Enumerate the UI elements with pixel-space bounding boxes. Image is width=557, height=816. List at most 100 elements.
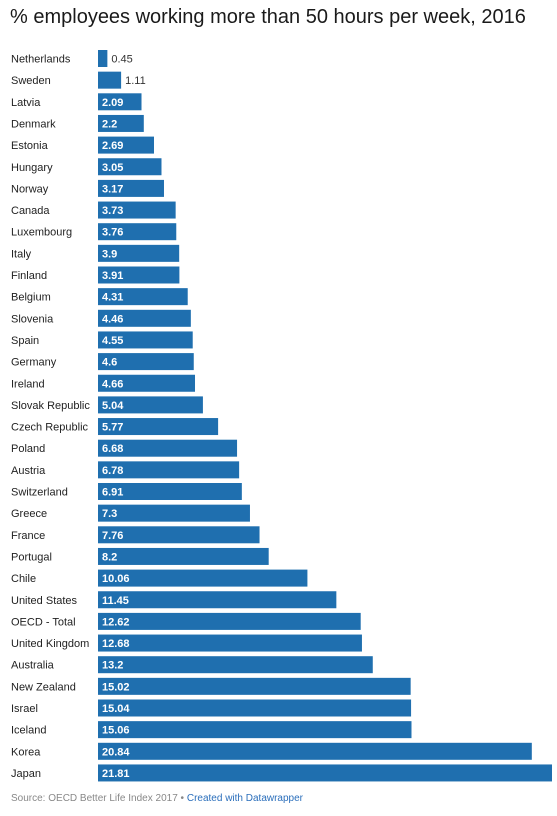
bar-italy <box>98 244 180 262</box>
value-label-luxembourg: 3.76 <box>102 227 123 239</box>
datawrapper-credit-link[interactable]: Created with Datawrapper <box>186 793 304 804</box>
bar-slovenia <box>98 309 191 327</box>
bar-israel <box>98 699 412 717</box>
bar-portugal <box>98 547 269 565</box>
category-label-hungary: Hungary <box>11 162 53 174</box>
value-label-poland: 6.68 <box>102 443 123 455</box>
value-label-japan: 21.81 <box>102 768 130 780</box>
category-label-czech-republic: Czech Republic <box>11 422 89 434</box>
source-note: Source: OECD Better Life Index 2017 <box>11 793 178 804</box>
bar-sweden <box>98 71 122 89</box>
footer-separator: • <box>180 793 185 804</box>
bar-new-zealand <box>98 677 411 695</box>
bar-norway <box>98 179 164 197</box>
value-label-korea: 20.84 <box>102 746 130 758</box>
bar-united-states <box>98 591 337 609</box>
category-label-poland: Poland <box>11 443 45 455</box>
category-label-italy: Italy <box>11 248 32 260</box>
category-label-latvia: Latvia <box>11 97 41 109</box>
value-label-greece: 7.3 <box>102 508 117 520</box>
category-label-netherlands: Netherlands <box>11 54 71 66</box>
value-label-czech-republic: 5.77 <box>102 422 123 434</box>
bar-chart: Netherlands 0.45 Sweden 1.11 Latvia 2.09 Denma… <box>11 50 552 782</box>
bar-switzerland <box>98 483 242 500</box>
value-label-latvia: 2.09 <box>102 97 123 109</box>
chart-footer: Source: OECD Better Life Index 2017 • Cr… <box>11 793 303 804</box>
value-label-norway: 3.17 <box>102 183 123 195</box>
category-label-australia: Australia <box>11 660 55 672</box>
bar-latvia <box>98 93 142 111</box>
value-label-germany: 4.6 <box>102 357 117 369</box>
category-label-portugal: Portugal <box>11 551 52 563</box>
bar-poland <box>98 439 238 457</box>
category-label-estonia: Estonia <box>11 140 49 152</box>
category-label-austria: Austria <box>11 465 46 477</box>
category-label-slovak-republic: Slovak Republic <box>11 400 90 412</box>
value-label-italy: 3.9 <box>102 248 117 260</box>
bar-germany <box>98 353 194 371</box>
category-label-norway: Norway <box>11 183 49 195</box>
value-label-hungary: 3.05 <box>102 162 123 174</box>
category-label-japan: Japan <box>11 768 41 780</box>
bar-slovak-republic <box>98 396 203 414</box>
bar-chile <box>98 569 308 587</box>
category-label-slovenia: Slovenia <box>11 313 54 325</box>
category-label-canada: Canada <box>11 205 50 217</box>
bar-netherlands <box>98 50 108 67</box>
bar-belgium <box>98 288 188 306</box>
value-label-iceland: 15.06 <box>102 725 130 737</box>
value-label-ireland: 4.66 <box>102 378 123 390</box>
bar-france <box>98 526 260 544</box>
bar-united-kingdom <box>98 634 362 652</box>
value-label-belgium: 4.31 <box>102 292 123 304</box>
category-label-iceland: Iceland <box>11 725 46 737</box>
value-label-israel: 15.04 <box>102 703 130 715</box>
value-label-estonia: 2.69 <box>102 140 123 152</box>
value-label-slovak-republic: 5.04 <box>102 400 124 412</box>
bar-oecd-total <box>98 612 361 630</box>
category-label-united-kingdom: United Kingdom <box>11 638 89 650</box>
chart-title: % employees working more than 50 hours p… <box>10 6 526 28</box>
category-label-spain: Spain <box>11 335 39 347</box>
category-label-israel: Israel <box>11 703 38 715</box>
bar-denmark <box>98 114 144 132</box>
category-label-finland: Finland <box>11 270 47 282</box>
value-label-united-kingdom: 12.68 <box>102 638 130 650</box>
bar-estonia <box>98 136 154 154</box>
category-label-denmark: Denmark <box>11 118 56 130</box>
bar-greece <box>98 504 250 522</box>
category-label-sweden: Sweden <box>11 75 51 87</box>
category-label-new-zealand: New Zealand <box>11 681 76 693</box>
value-label-denmark: 2.2 <box>102 118 117 130</box>
value-label-switzerland: 6.91 <box>102 487 123 499</box>
value-label-austria: 6.78 <box>102 465 123 477</box>
value-label-canada: 3.73 <box>102 205 123 217</box>
category-label-luxembourg: Luxembourg <box>11 227 72 239</box>
category-label-ireland: Ireland <box>11 378 45 390</box>
bar-iceland <box>98 721 412 739</box>
bar-finland <box>98 266 180 284</box>
category-label-greece: Greece <box>11 508 47 520</box>
value-label-portugal: 8.2 <box>102 551 117 563</box>
category-label-oecd-total: OECD - Total <box>11 616 76 628</box>
value-label-new-zealand: 15.02 <box>102 681 130 693</box>
value-label-oecd-total: 12.62 <box>102 616 130 628</box>
value-label-finland: 3.91 <box>102 270 123 282</box>
category-label-france: France <box>11 530 45 542</box>
bar-czech-republic <box>98 418 219 436</box>
bar-ireland <box>98 374 196 392</box>
value-label-spain: 4.55 <box>102 335 123 347</box>
value-label-france: 7.76 <box>102 530 123 542</box>
category-label-germany: Germany <box>11 357 57 369</box>
bar-korea <box>98 742 532 760</box>
value-label-australia: 13.2 <box>102 660 123 672</box>
bar-japan <box>98 764 552 782</box>
category-label-united-states: United States <box>11 595 78 607</box>
value-label-netherlands: 0.45 <box>111 54 132 66</box>
value-label-united-states: 11.45 <box>102 595 129 607</box>
bar-austria <box>98 461 240 479</box>
category-label-korea: Korea <box>11 746 41 758</box>
bar-australia <box>98 656 373 674</box>
bar-hungary <box>98 158 162 176</box>
value-label-chile: 10.06 <box>102 573 130 585</box>
